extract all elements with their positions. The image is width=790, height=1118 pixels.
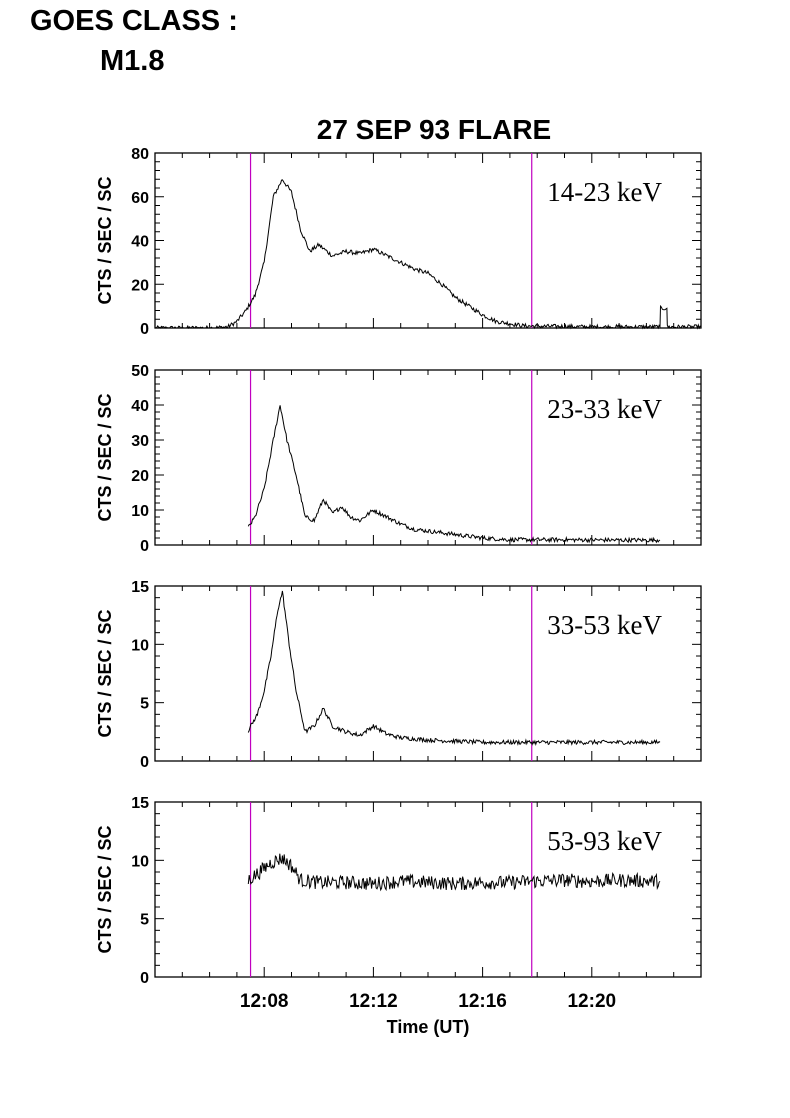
y-tick-label: 5 [140, 696, 149, 713]
y-tick-label: 50 [131, 363, 149, 380]
panel-1-trace [154, 179, 702, 330]
panels-group: 0 20 40 60 80 CTS / SEC / SC 14-23 keV 0 10 20 30 4… [95, 146, 702, 1012]
x-tick-label: 12:16 [458, 991, 507, 1012]
y-tick-label: 40 [131, 234, 149, 251]
panel-2-trace [247, 405, 661, 544]
panel-4-trace [247, 853, 661, 892]
x-tick-label: 12:08 [240, 991, 289, 1012]
goes-class-value: M1.8 [100, 45, 165, 77]
y-tick-label: 10 [131, 637, 149, 654]
panel-3-trace [247, 590, 661, 747]
y-tick-label: 15 [131, 579, 149, 596]
y-axis-label: CTS / SEC / SC [95, 825, 115, 953]
y-tick-label: 15 [131, 795, 149, 812]
x-tick-label: 12:20 [567, 991, 616, 1012]
band-label: 33-53 keV [547, 610, 662, 640]
y-tick-label: 0 [140, 970, 149, 987]
y-tick-label: 0 [140, 321, 149, 338]
y-tick-label: 10 [131, 503, 149, 520]
goes-class-label: GOES CLASS : [30, 5, 238, 37]
y-tick-label: 0 [140, 538, 149, 555]
y-tick-label: 30 [131, 433, 149, 450]
y-axis-label: CTS / SEC / SC [95, 393, 115, 521]
band-label: 23-33 keV [547, 394, 662, 424]
chart-title: 27 SEP 93 FLARE [317, 114, 551, 145]
y-axis-label: CTS / SEC / SC [95, 609, 115, 737]
band-label: 53-93 keV [547, 826, 662, 856]
y-tick-label: 60 [131, 190, 149, 207]
y-axis-label: CTS / SEC / SC [95, 176, 115, 304]
band-label: 14-23 keV [547, 177, 662, 207]
y-tick-label: 20 [131, 468, 149, 485]
y-tick-label: 20 [131, 277, 149, 294]
y-tick-label: 40 [131, 398, 149, 415]
x-tick-label: 12:12 [349, 991, 398, 1012]
y-tick-label: 10 [131, 853, 149, 870]
y-tick-label: 5 [140, 912, 149, 929]
y-tick-label: 0 [140, 754, 149, 771]
y-tick-label: 80 [131, 146, 149, 163]
x-axis-label: Time (UT) [387, 1017, 470, 1037]
